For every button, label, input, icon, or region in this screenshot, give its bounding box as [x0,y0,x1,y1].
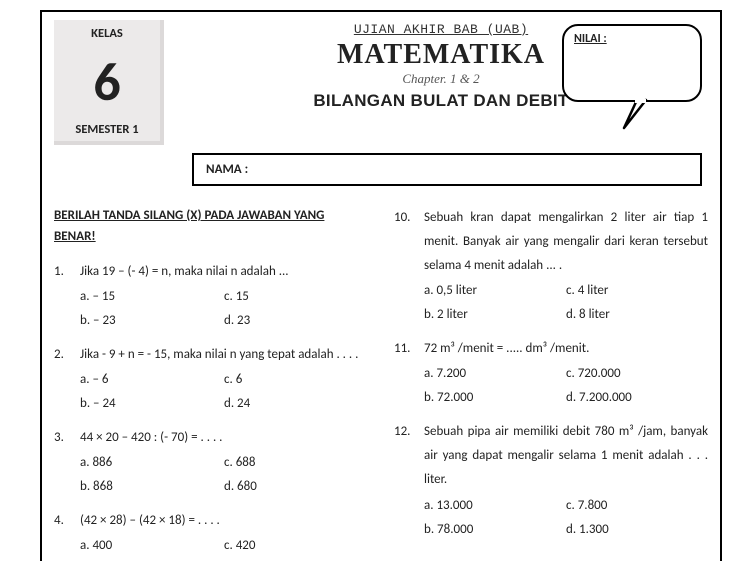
question-text: Sebuah pipa air memiliki debit 780 m³ /j… [424,424,708,487]
kelas-label: KELAS [91,26,123,41]
option: d. 23 [224,309,368,333]
semester-label: SEMESTER 1 [75,122,138,137]
options: a. 400 c. 420 [80,534,368,558]
options: a. 7.200 c. 720.000 b. 72.000 d. 7.200.0… [424,362,708,410]
instruction-text: BERILAH TANDA SILANG (X) PADA JAWABAN YA… [54,206,368,248]
left-column: BERILAH TANDA SILANG (X) PADA JAWABAN YA… [54,206,368,568]
question-number: 12. [394,420,424,541]
grade-box: KELAS 6 SEMESTER 1 [54,20,164,145]
question-body: 44 × 20 – 420 : (- 70) = . . . . a. 886 … [80,426,368,499]
header-row: KELAS 6 SEMESTER 1 UJIAN AKHIR BAB (UAB)… [54,20,708,145]
option: c. 6 [224,368,368,392]
option: d. 1.300 [566,518,708,542]
option: d. 680 [224,475,368,499]
question-number: 2. [54,343,80,416]
question-number: 3. [54,426,80,499]
option: c. 720.000 [566,362,708,386]
option: c. 15 [224,285,368,309]
option: c. 7.800 [566,494,708,518]
option: a. 7.200 [424,362,566,386]
option: a. 886 [80,451,224,475]
question-body: Jika - 9 + n = - 15, maka nilai n yang t… [80,343,368,416]
kelas-number: 6 [93,55,120,109]
options: a. – 6 c. 6 b. – 24 d. 24 [80,368,368,416]
option: b. – 24 [80,392,224,416]
score-bubble: NILAI : [562,24,702,102]
question-body: 72 m³ /menit = ..... dm³ /menit. a. 7.20… [424,337,708,410]
option: c. 420 [224,534,368,558]
option: a. 400 [80,534,224,558]
option: b. – 23 [80,309,224,333]
nama-label: NAMA : [206,162,248,177]
question-text: 44 × 20 – 420 : (- 70) = . . . . [80,430,222,445]
options: a. – 15 c. 15 b. – 23 d. 23 [80,285,368,333]
question-row: 3. 44 × 20 – 420 : (- 70) = . . . . a. 8… [54,426,368,499]
question-row: 10. Sebuah kran dapat mengalirkan 2 lite… [394,206,708,327]
question-number: 10. [394,206,424,327]
content-columns: BERILAH TANDA SILANG (X) PADA JAWABAN YA… [54,206,708,568]
options: a. 13.000 c. 7.800 b. 78.000 d. 1.300 [424,494,708,542]
page-frame: KELAS 6 SEMESTER 1 UJIAN AKHIR BAB (UAB)… [40,10,722,561]
option: b. 78.000 [424,518,566,542]
option: a. 13.000 [424,494,566,518]
question-text: Jika - 9 + n = - 15, maka nilai n yang t… [80,347,358,362]
question-row: 12. Sebuah pipa air memiliki debit 780 m… [394,420,708,541]
option: c. 4 liter [566,279,708,303]
question-text: Jika 19 – (- 4) = n, maka nilai n adalah… [80,264,289,279]
question-row: 2. Jika - 9 + n = - 15, maka nilai n yan… [54,343,368,416]
option: b. 868 [80,475,224,499]
name-box: NAMA : [192,153,702,186]
nilai-label: NILAI : [574,32,690,46]
option: d. 7.200.000 [566,386,708,410]
option: c. 688 [224,451,368,475]
right-column: 10. Sebuah kran dapat mengalirkan 2 lite… [394,206,708,568]
question-text: 72 m³ /menit = ..... dm³ /menit. [424,341,589,356]
option: a. – 6 [80,368,224,392]
option: a. 0,5 liter [424,279,566,303]
option: a. – 15 [80,285,224,309]
question-body: (42 × 28) – (42 × 18) = . . . . a. 400 c… [80,509,368,558]
question-body: Sebuah kran dapat mengalirkan 2 liter ai… [424,206,708,327]
question-body: Sebuah pipa air memiliki debit 780 m³ /j… [424,420,708,541]
question-row: 1. Jika 19 – (- 4) = n, maka nilai n ada… [54,260,368,333]
question-text: Sebuah kran dapat mengalirkan 2 liter ai… [424,210,708,273]
option: b. 72.000 [424,386,566,410]
option: b. 2 liter [424,303,566,327]
option: d. 8 liter [566,303,708,327]
question-number: 1. [54,260,80,333]
question-number: 11. [394,337,424,410]
question-row: 4. (42 × 28) – (42 × 18) = . . . . a. 40… [54,509,368,558]
options: a. 886 c. 688 b. 868 d. 680 [80,451,368,499]
question-row: 11. 72 m³ /menit = ..... dm³ /menit. a. … [394,337,708,410]
question-body: Jika 19 – (- 4) = n, maka nilai n adalah… [80,260,368,333]
option: d. 24 [224,392,368,416]
question-text: (42 × 28) – (42 × 18) = . . . . [80,513,220,528]
question-number: 4. [54,509,80,558]
options: a. 0,5 liter c. 4 liter b. 2 liter d. 8 … [424,279,708,327]
